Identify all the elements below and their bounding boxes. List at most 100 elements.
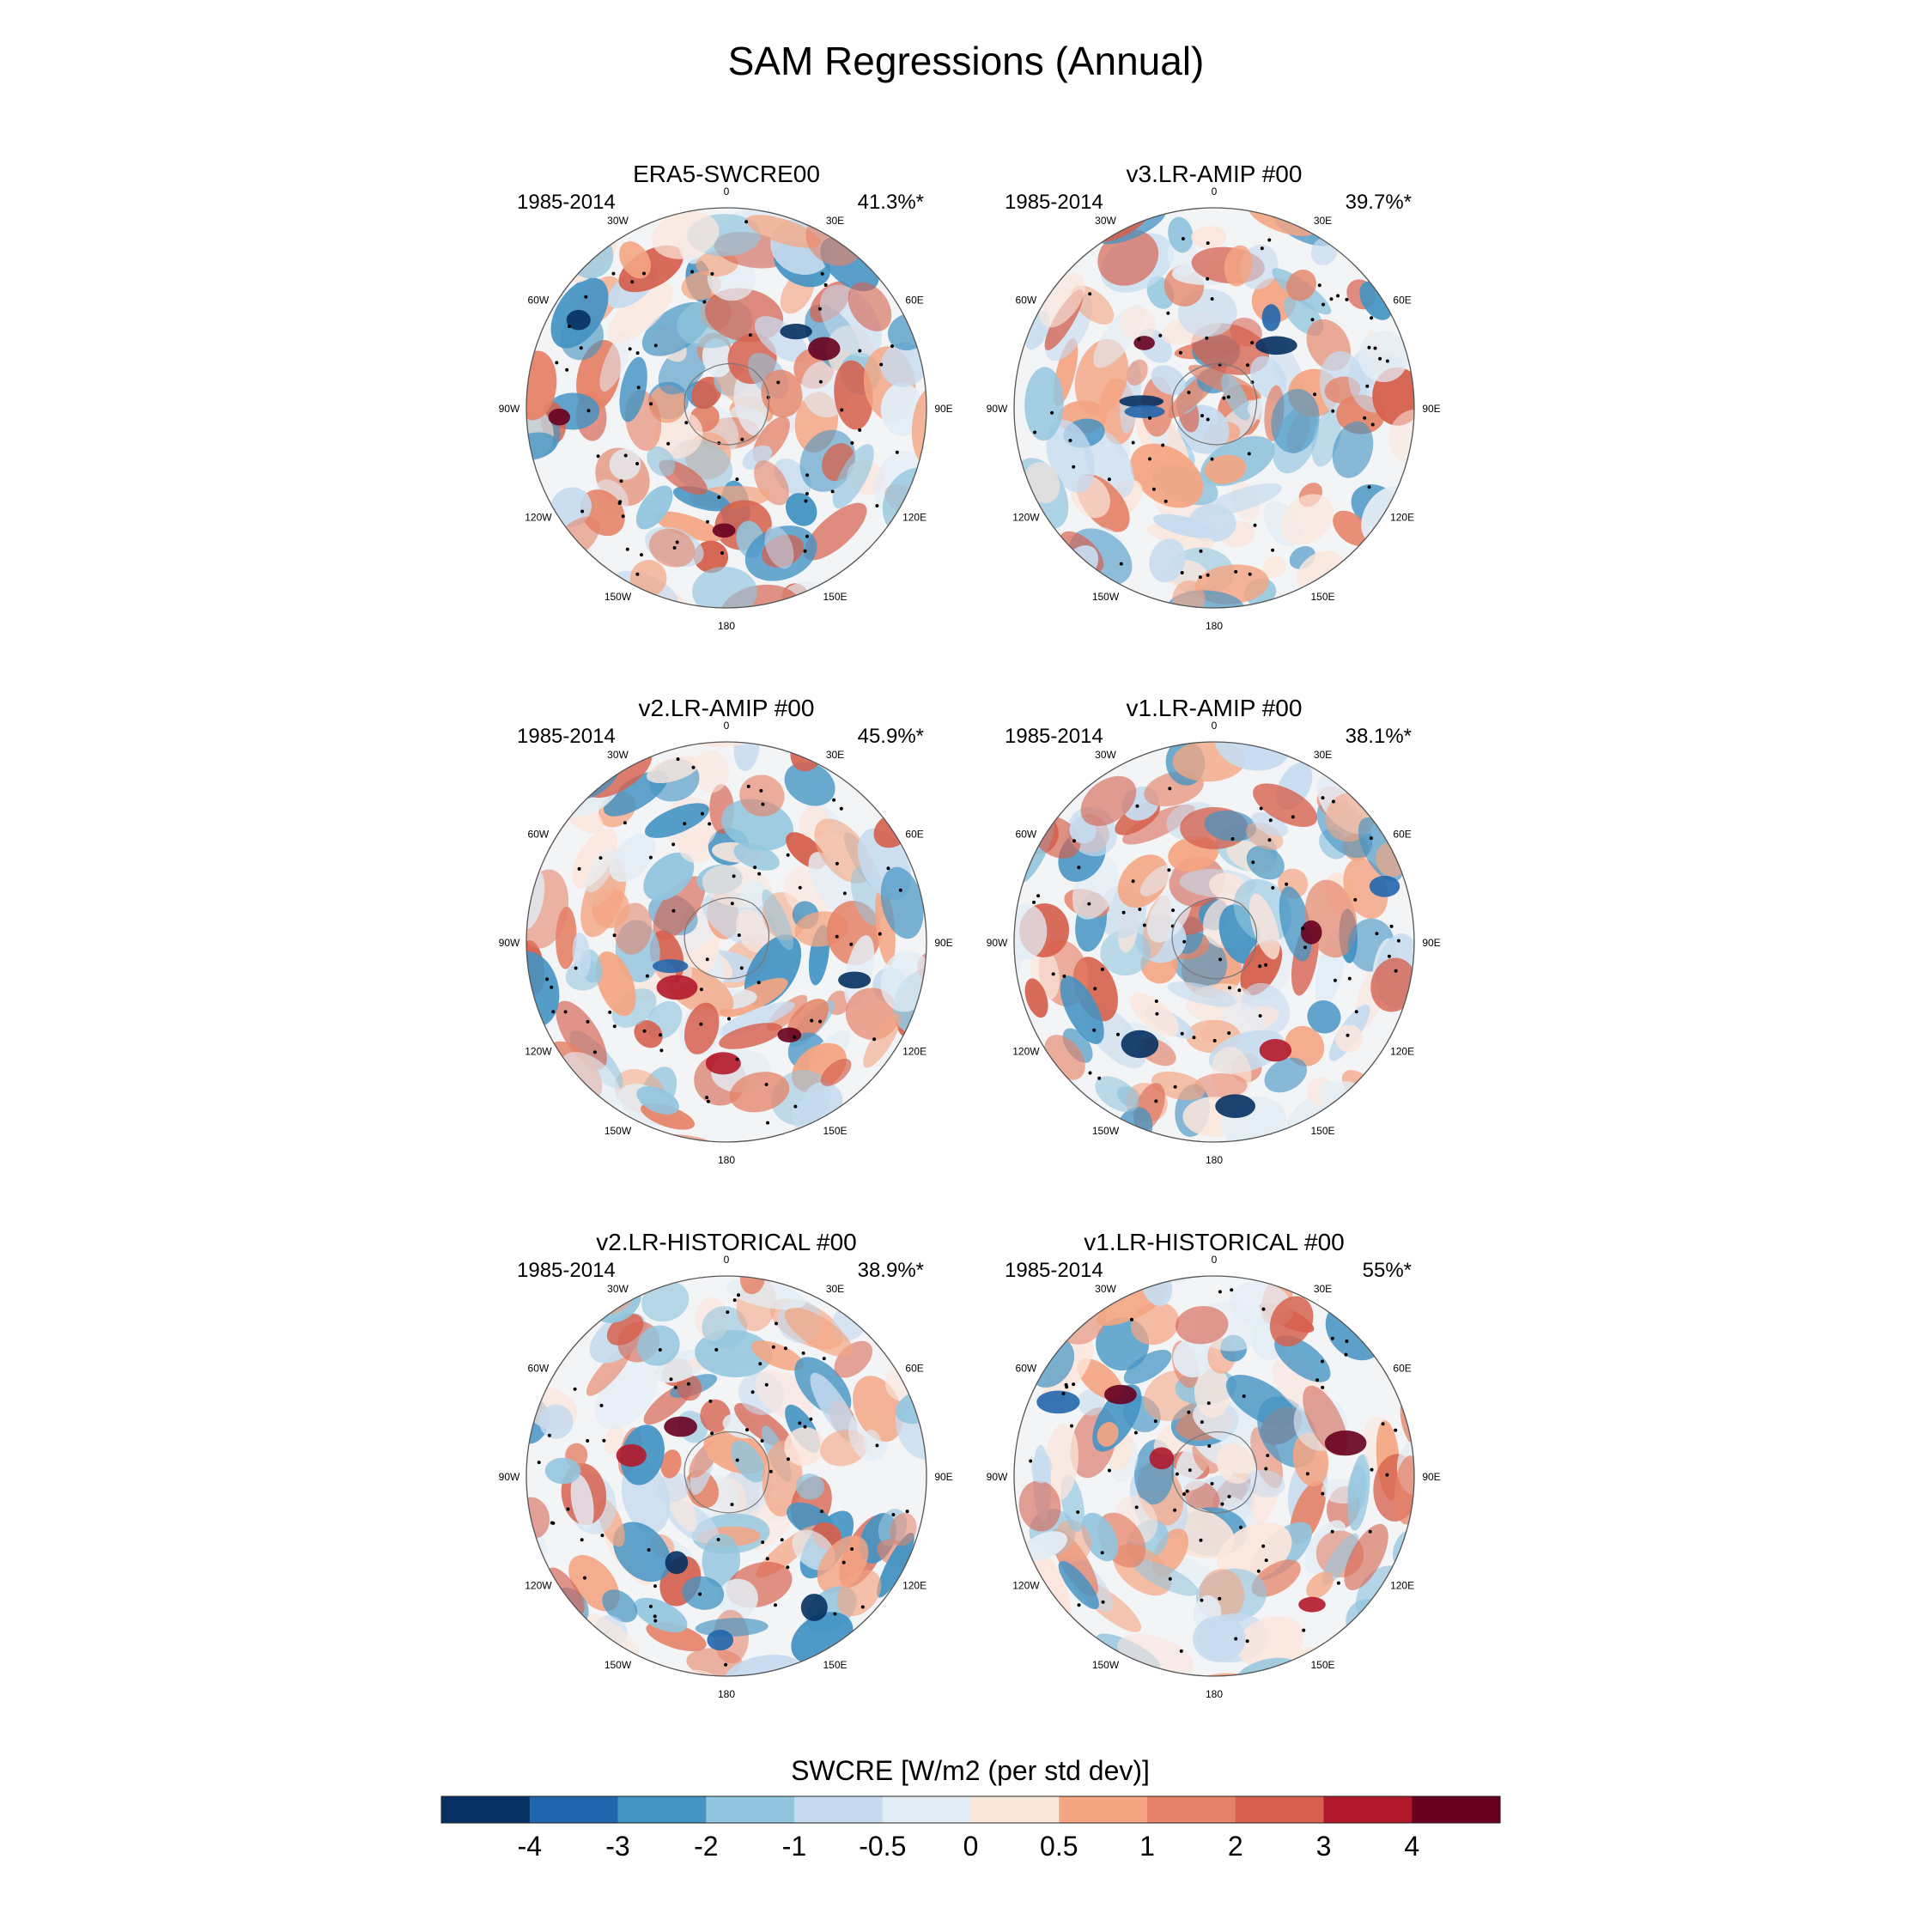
- longitude-label: 180: [1206, 620, 1223, 632]
- anomaly-blob: [820, 1058, 852, 1086]
- colorbar-tick: 3: [1316, 1831, 1332, 1862]
- significance-dot: [623, 453, 628, 458]
- significance-dot: [1088, 292, 1092, 296]
- significance-dot: [623, 821, 627, 825]
- significance-dot: [705, 1096, 709, 1100]
- significance-dot: [820, 1510, 824, 1514]
- significance-dot: [776, 380, 781, 385]
- significance-dot: [1387, 954, 1391, 958]
- anomaly-blob: [729, 1072, 790, 1113]
- anomaly-blob: [651, 210, 720, 259]
- significance-dot: [1148, 457, 1151, 461]
- anomaly-blob: [785, 1307, 853, 1358]
- significance-dot: [1200, 1598, 1204, 1602]
- significance-dot: [724, 1662, 728, 1667]
- significance-dot: [537, 1461, 541, 1465]
- longitude-label: 120E: [902, 512, 927, 524]
- significance-dot: [840, 408, 844, 412]
- significance-dot: [1313, 392, 1317, 397]
- significance-dot: [1385, 359, 1389, 363]
- anomaly-blob: [692, 750, 729, 793]
- colorbar-label: SWCRE [W/m2 (per std dev)]: [791, 1755, 1150, 1786]
- significance-dot: [1237, 988, 1242, 993]
- significance-dot: [1336, 294, 1340, 298]
- anomaly-blob: [526, 350, 557, 421]
- anomaly-blob: [1279, 886, 1312, 962]
- significance-dot: [1108, 1468, 1111, 1473]
- anomaly-blob: [602, 1589, 638, 1623]
- colorbar: SWCRE [W/m2 (per std dev)] -4 -3 -2 -1 -0.5 0 0…: [440, 1755, 1501, 1862]
- significance-dot: [1346, 1033, 1350, 1037]
- anomaly-blob: [1097, 1422, 1119, 1447]
- anomaly-blob: [804, 502, 867, 561]
- significance-dot: [659, 1033, 662, 1037]
- significance-dot: [547, 1433, 551, 1437]
- longitude-label: 150W: [1092, 591, 1120, 603]
- significance-dot: [1182, 939, 1187, 944]
- significance-dot: [1154, 1099, 1158, 1103]
- significance-dot: [1200, 1420, 1204, 1425]
- significance-dot: [1333, 978, 1337, 982]
- significance-dot: [1234, 569, 1238, 574]
- significance-dot: [1267, 838, 1272, 842]
- significance-dot: [1247, 452, 1251, 456]
- significance-dot: [842, 891, 847, 896]
- anomaly-field: [1014, 1276, 1414, 1676]
- significance-dot: [598, 856, 603, 860]
- anomaly-blob: [762, 889, 793, 951]
- anomaly-blob: [1271, 388, 1320, 453]
- anomaly-blob: [619, 356, 647, 422]
- longitude-label: 30E: [1314, 749, 1332, 761]
- anomaly-field: [1014, 742, 1414, 1142]
- anomaly-blob: [692, 566, 757, 608]
- colorbar-swatch: [706, 1796, 795, 1823]
- anomaly-core: [1255, 336, 1297, 355]
- significance-dot: [1369, 836, 1373, 841]
- significance-dot: [698, 1592, 702, 1596]
- significance-dot: [625, 547, 629, 551]
- colorbar-swatch: [529, 1796, 619, 1823]
- significance-dot: [1258, 964, 1262, 969]
- significance-dot: [761, 802, 765, 806]
- significance-dot: [1206, 417, 1210, 422]
- significance-dot: [1330, 1336, 1334, 1340]
- longitude-label: 120W: [1012, 1046, 1040, 1058]
- anomaly-blob: [1253, 783, 1318, 827]
- significance-dot: [568, 325, 571, 329]
- significance-dot: [858, 428, 862, 432]
- anomaly-core: [1133, 336, 1155, 350]
- colorbar-tick: 0: [963, 1831, 979, 1862]
- longitude-label: 30E: [826, 749, 844, 761]
- colorbar-swatch: [1323, 1796, 1413, 1823]
- significance-dot: [1260, 246, 1264, 251]
- longitude-label: 60W: [528, 1363, 550, 1375]
- significance-dot: [635, 572, 640, 576]
- significance-dot: [1135, 804, 1139, 808]
- significance-dot: [1148, 416, 1152, 420]
- significance-dot: [1050, 410, 1054, 415]
- anomaly-blob: [660, 1449, 682, 1479]
- anomaly-blob: [1058, 1561, 1099, 1610]
- anomaly-blob: [1285, 1025, 1325, 1066]
- significance-dot: [1072, 839, 1076, 843]
- significance-dot: [793, 1104, 798, 1109]
- significance-dot: [577, 866, 581, 871]
- longitude-label: 30W: [1095, 215, 1116, 227]
- significance-dot: [860, 1605, 865, 1609]
- anomaly-blob: [1286, 270, 1316, 301]
- longitude-label: 120E: [1390, 512, 1414, 524]
- anomaly-blob: [702, 1306, 748, 1349]
- significance-dot: [1302, 1628, 1306, 1632]
- anomaly-blob: [863, 1012, 902, 1068]
- significance-dot: [1267, 238, 1272, 242]
- anomaly-blob: [717, 1001, 795, 1036]
- longitude-label: 0: [1212, 185, 1218, 197]
- significance-dot: [1168, 787, 1172, 791]
- longitude-label: 150W: [1092, 1659, 1120, 1671]
- anomaly-blob: [619, 241, 651, 279]
- significance-dot: [841, 1560, 846, 1564]
- anomaly-blob: [682, 1576, 725, 1610]
- significance-dot: [786, 1565, 790, 1570]
- significance-dot: [640, 553, 643, 557]
- significance-dot: [573, 1387, 577, 1391]
